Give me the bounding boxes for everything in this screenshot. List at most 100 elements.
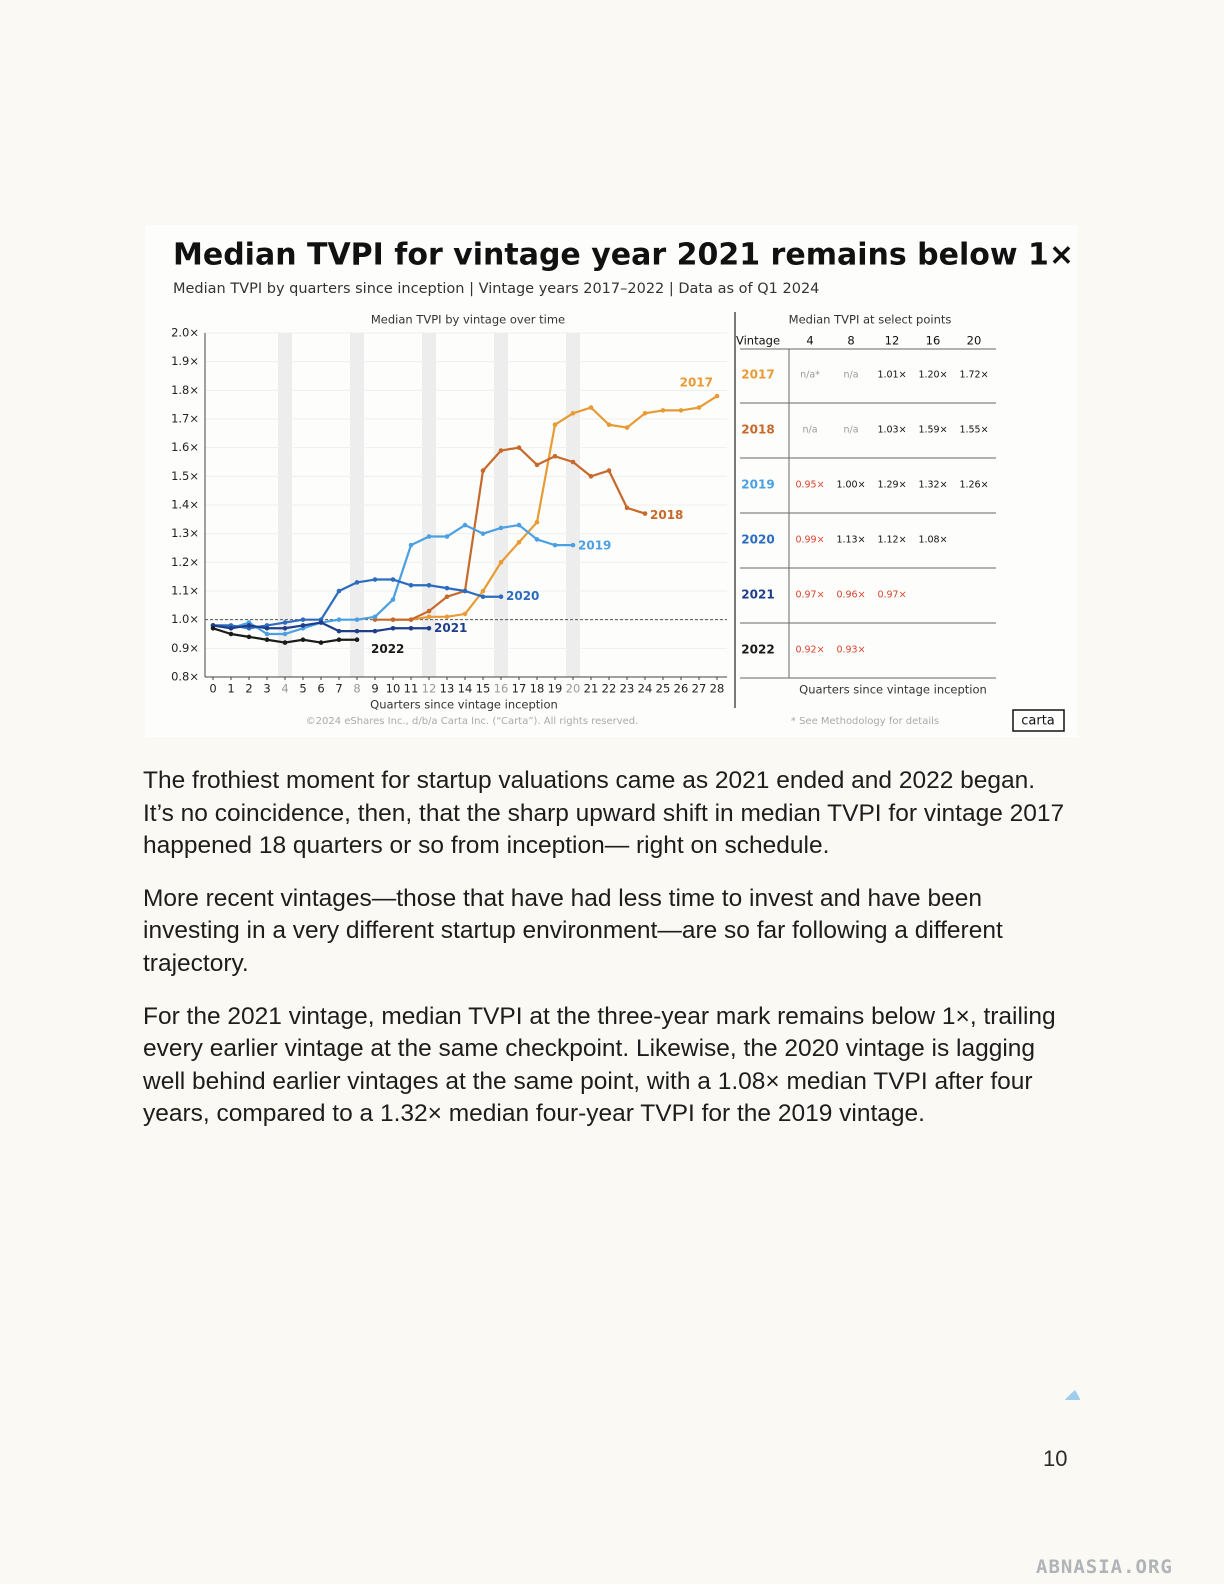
x-tick-label: 2 (245, 682, 252, 696)
paragraph: The frothiest moment for startup valuati… (143, 767, 1065, 860)
table-cell: 1.12× (877, 535, 906, 546)
table-cell: 1.26× (959, 480, 988, 491)
y-tick-label: 0.9× (171, 641, 199, 655)
point (390, 617, 396, 622)
y-tick-label: 1.7× (171, 412, 199, 426)
y-tick-label: 1.5× (171, 469, 199, 483)
figure-subtitle: Median TVPI by quarters since inception … (173, 281, 819, 297)
paragraph: More recent vintages—those that have had… (143, 884, 1003, 977)
paragraph: For the 2021 vintage, median TVPI at the… (143, 1002, 1056, 1128)
point (624, 505, 630, 511)
point (336, 588, 342, 594)
table-cell: 2020 (741, 533, 774, 547)
table-cell: 1.08× (918, 535, 947, 546)
point (282, 625, 288, 631)
point (480, 531, 486, 536)
point (390, 625, 396, 631)
x-tick-label: 28 (710, 682, 725, 696)
point (210, 625, 216, 631)
x-tick-label: 3 (263, 682, 270, 696)
table-cell: 0.96× (836, 590, 865, 601)
x-tick-label: 11 (404, 682, 419, 696)
point (354, 580, 360, 585)
x-tick-label: 15 (476, 682, 491, 696)
x-tick-label: 10 (386, 682, 401, 696)
point (372, 614, 378, 620)
table-cell: 0.95× (795, 480, 824, 491)
x-tick-label: 1 (227, 682, 234, 696)
point (570, 410, 576, 416)
series-label: 2019 (578, 539, 611, 553)
series-line (375, 446, 646, 621)
point (534, 519, 540, 525)
table-cell: 1.59× (918, 425, 947, 436)
point (642, 511, 648, 516)
point (426, 534, 432, 539)
table-cell: 2021 (741, 588, 774, 602)
point (408, 582, 414, 588)
table-cell: 2022 (741, 643, 774, 657)
table-cell: 1.00× (836, 480, 865, 491)
table-cell: n/a (802, 425, 817, 436)
point (642, 410, 648, 416)
point (336, 617, 342, 622)
point (408, 542, 414, 548)
x-tick-label: 12 (422, 682, 437, 696)
table-header: 16 (926, 334, 941, 348)
x-tick-label: 8 (353, 682, 360, 696)
x-tick-label: 13 (440, 682, 455, 696)
table-cell: 0.97× (795, 590, 824, 601)
table-cell: n/a (843, 425, 858, 436)
point (516, 522, 522, 528)
point (534, 537, 540, 542)
x-tick-label: 21 (584, 682, 599, 696)
y-tick-label: 2.0× (171, 326, 199, 340)
y-tick-label: 0.8× (171, 670, 199, 684)
table-cell: 1.32× (918, 480, 947, 491)
point (462, 611, 468, 617)
point (660, 408, 666, 413)
point (318, 640, 324, 645)
footnote: * See Methodology for details (791, 716, 939, 727)
x-tick-label: 5 (299, 682, 306, 696)
logo-box (1012, 709, 1065, 732)
point (372, 628, 378, 634)
logo: carta (1021, 714, 1055, 729)
point (570, 459, 576, 465)
x-tick-label: 19 (548, 682, 563, 696)
x-tick-label: 22 (602, 682, 617, 696)
table-cell: 0.93× (836, 645, 865, 656)
point (444, 594, 450, 600)
point (228, 625, 234, 631)
series-label: 2022 (371, 642, 404, 656)
point (354, 628, 360, 634)
plot-title: Median TVPI by vintage over time (371, 313, 565, 327)
y-tick-label: 1.6× (171, 440, 199, 454)
point (714, 393, 720, 399)
x-tick-label: 7 (335, 682, 342, 696)
y-tick-label: 1.0× (171, 612, 199, 626)
point (444, 585, 450, 591)
x-axis-label: Quarters since vintage inception (370, 698, 558, 712)
point (498, 525, 504, 531)
y-tick-label: 1.8× (171, 383, 199, 397)
point (678, 408, 684, 413)
x-tick-label: 24 (638, 682, 653, 696)
point (426, 614, 432, 620)
table-cell: 0.97× (877, 590, 906, 601)
point (426, 582, 432, 588)
figure-title: Median TVPI for vintage year 2021 remain… (173, 238, 1074, 273)
point (354, 637, 360, 643)
point (516, 539, 522, 545)
y-tick-label: 1.4× (171, 498, 199, 512)
table-cell: 1.29× (877, 480, 906, 491)
point (516, 445, 522, 450)
point (588, 474, 594, 479)
point (534, 462, 540, 468)
watermark-bird (1065, 1390, 1081, 1400)
point (264, 637, 270, 643)
point (480, 468, 486, 473)
x-tick-label: 16 (494, 682, 509, 696)
series-label: 2017 (680, 376, 713, 390)
